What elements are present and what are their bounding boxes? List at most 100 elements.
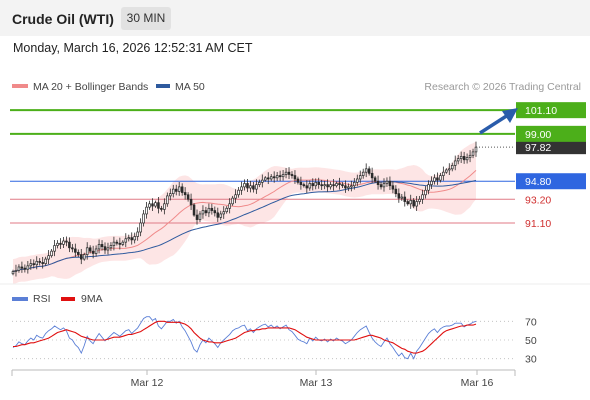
candle [44, 256, 47, 266]
candle-body [207, 207, 211, 214]
candlesticks [11, 141, 478, 277]
candle [317, 177, 320, 189]
timeframe-badge[interactable]: 30 MIN [121, 7, 171, 30]
candle [174, 184, 178, 196]
candle-body [358, 175, 362, 180]
candle-body [88, 247, 92, 252]
candle [115, 239, 119, 246]
candle-body [94, 248, 98, 254]
candle-body [264, 177, 267, 181]
candle [356, 174, 359, 187]
candle-body [376, 180, 380, 185]
candle [77, 249, 80, 258]
candle [222, 206, 225, 219]
candle [320, 179, 323, 190]
candle [243, 179, 246, 191]
candle-body [430, 180, 433, 185]
candle-body [59, 242, 62, 245]
candle-body [255, 184, 258, 190]
last-price-label: 97.82 [525, 142, 551, 154]
candle [50, 249, 53, 258]
candle [192, 203, 196, 217]
candle [376, 175, 380, 190]
candle-body [77, 251, 80, 255]
candle [23, 264, 27, 273]
candle-body [249, 185, 252, 189]
candle-body [421, 194, 424, 200]
candle-body [17, 266, 21, 271]
candle [284, 168, 288, 179]
candle [430, 176, 433, 190]
candle-body [23, 267, 27, 270]
candle [462, 151, 466, 164]
candle [302, 182, 306, 188]
candle [56, 240, 59, 249]
candle [344, 180, 347, 193]
candle-body [317, 182, 320, 185]
candle-body [68, 241, 71, 249]
candle [133, 232, 136, 244]
candle [335, 181, 338, 188]
candle [427, 180, 430, 195]
candle-body [174, 188, 178, 192]
candle [391, 181, 395, 194]
candle [136, 227, 139, 241]
candle [258, 179, 261, 188]
candle-body [115, 241, 119, 244]
candle-body [74, 248, 77, 253]
candle-body [329, 184, 332, 188]
candle [32, 259, 36, 269]
instrument-title: Crude Oil (WTI) [12, 11, 114, 27]
candle-body [272, 176, 276, 179]
candle [94, 245, 98, 257]
candle [456, 154, 460, 165]
candle [255, 179, 258, 194]
candle [385, 177, 389, 187]
rsi-level-label-30: 30 [525, 354, 537, 366]
candle-body [189, 198, 193, 206]
candle [329, 181, 332, 190]
candle-body [406, 201, 410, 205]
rsi-series-9MA [13, 320, 477, 354]
candle [118, 237, 122, 250]
candle [17, 264, 21, 273]
candle-body [11, 271, 15, 275]
candle-body [228, 203, 231, 209]
candle [246, 178, 249, 193]
level-label-101.10: 101.10 [525, 105, 557, 117]
legend-swatch-ma50 [156, 84, 170, 88]
candle [139, 218, 142, 237]
candle-body [465, 157, 469, 161]
candle [332, 179, 335, 191]
candle [103, 242, 107, 254]
candle-body [353, 182, 356, 187]
candle [261, 174, 264, 188]
candle [465, 153, 469, 164]
candle-body [219, 213, 223, 218]
candle [59, 238, 62, 250]
candle [394, 185, 398, 198]
candle [20, 261, 24, 273]
candle-body [302, 184, 306, 187]
x-axis-ticks: Mar 12 Mar 13 Mar 16 [131, 370, 493, 389]
candle-body [261, 179, 264, 183]
candle-body [118, 242, 122, 245]
candle-body [326, 184, 329, 188]
bollinger-band-fill [13, 141, 476, 284]
candle [201, 205, 205, 219]
candle-body [266, 177, 270, 180]
candle-body [210, 207, 214, 211]
legend-label-9ma: 9MA [81, 293, 103, 305]
candle [445, 168, 448, 174]
candle-body [148, 203, 151, 208]
candle [166, 192, 169, 207]
candle-body [142, 213, 145, 224]
chart-header: Crude Oil (WTI) 30 MIN [0, 0, 590, 36]
candle-body [243, 183, 246, 188]
candle [287, 167, 291, 180]
candle-body [56, 242, 59, 246]
candle-body [275, 175, 279, 179]
candle-body [424, 189, 427, 196]
rsi-panel: 70 50 30 [12, 316, 537, 366]
candle-body [278, 175, 282, 178]
